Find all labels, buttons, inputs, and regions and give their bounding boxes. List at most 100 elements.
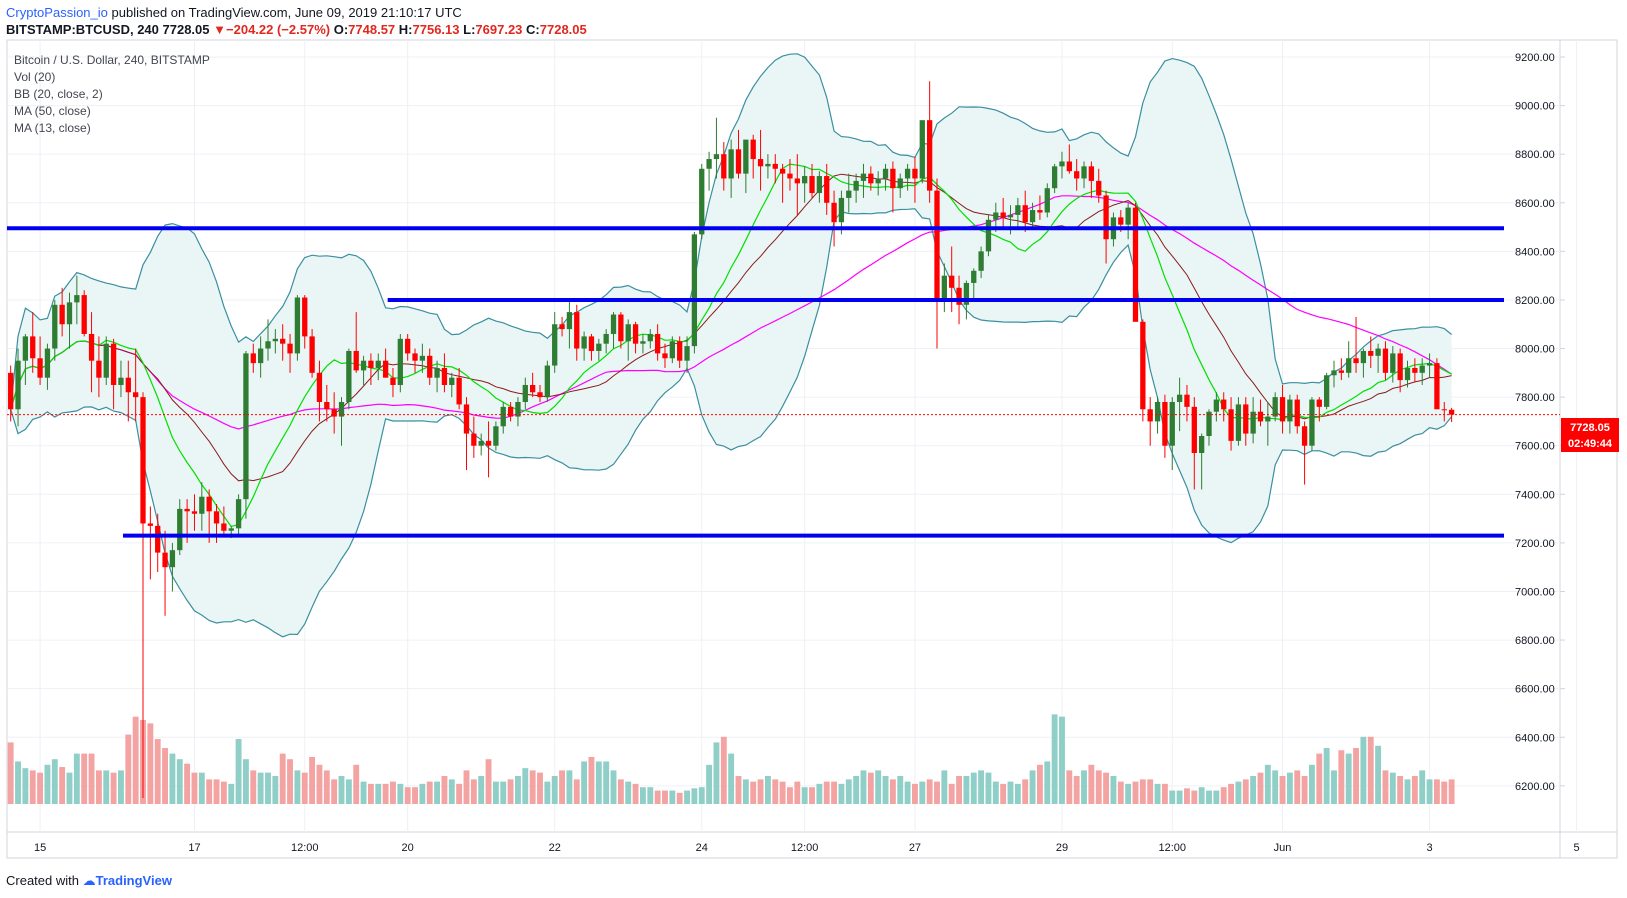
candle-body	[177, 508, 183, 551]
candle-body	[228, 528, 234, 531]
close-value: 7728.05	[539, 22, 587, 37]
candle-body	[1154, 401, 1161, 422]
candle-body	[206, 496, 212, 512]
volume-bar	[1044, 761, 1051, 804]
candle-body	[904, 168, 911, 179]
volume-bar	[1014, 783, 1021, 804]
y-tick-label: 8400.00	[1515, 246, 1555, 258]
volume-bar	[1367, 736, 1374, 804]
candle-body	[934, 190, 940, 300]
candle-body	[37, 358, 43, 378]
low-label: L:	[463, 22, 476, 37]
candle-body	[1044, 188, 1050, 213]
volume-bar	[412, 787, 418, 804]
high-value: 7756.13	[412, 22, 460, 37]
candle-body	[1228, 409, 1234, 441]
volume-bar	[1000, 783, 1007, 804]
volume-bar	[1081, 770, 1087, 804]
candle-body	[375, 360, 381, 368]
created-with: Created with	[6, 873, 79, 888]
volume-bar	[970, 772, 977, 804]
volume-bar	[867, 772, 874, 804]
candle-body	[735, 149, 742, 174]
volume-bar	[750, 781, 757, 804]
x-tick-label: 12:00	[291, 842, 319, 854]
candle-body	[1191, 406, 1197, 454]
y-tick-label: 7800.00	[1515, 392, 1555, 404]
volume-bar	[985, 772, 992, 804]
y-tick-label: 7600.00	[1515, 441, 1555, 453]
volume-bar	[44, 764, 51, 804]
volume-bar	[345, 779, 352, 804]
volume-bar	[1213, 790, 1220, 804]
author-name[interactable]: CryptoPassion_io	[6, 5, 108, 20]
price-axis[interactable]: 6200.00 6400.00 6600.00 6800.00 7000.00 7200.…	[1515, 52, 1565, 793]
down-arrow-icon: ▼	[213, 22, 227, 37]
candle-body	[640, 341, 646, 344]
x-tick-label: Jun	[1274, 842, 1292, 854]
volume-bar	[551, 776, 558, 804]
candle-body	[316, 372, 323, 402]
volume-bar	[617, 779, 624, 804]
candle-body	[1426, 363, 1433, 366]
candle-body	[1015, 205, 1021, 215]
volume-bar	[507, 779, 514, 804]
candle-body	[1132, 207, 1139, 322]
candle-body	[566, 312, 573, 330]
candle-body	[1323, 375, 1330, 407]
candle-body	[478, 440, 484, 446]
candle-body	[88, 333, 95, 361]
volume-bar	[37, 772, 44, 804]
candle-body	[287, 343, 293, 354]
candle-body	[96, 360, 102, 378]
volume-bar	[59, 767, 66, 804]
volume-bar	[1132, 781, 1139, 804]
volume-bar	[235, 739, 242, 804]
volume-bar	[684, 790, 690, 804]
volume-bar	[147, 723, 154, 804]
candle-body	[155, 525, 161, 553]
volume-bar	[1441, 781, 1448, 804]
candle-body	[1434, 363, 1440, 410]
candle-body	[838, 197, 845, 223]
candle-body	[1051, 166, 1058, 189]
y-tick-label: 8000.00	[1515, 344, 1555, 356]
volume-bar	[1154, 783, 1161, 804]
volume-bar	[1103, 772, 1110, 804]
volume-bar	[1433, 779, 1440, 804]
volume-bar	[331, 779, 338, 804]
candle-body	[22, 336, 29, 361]
candle-body	[133, 392, 139, 398]
x-tick-label: 24	[696, 842, 708, 854]
candle-body	[1404, 367, 1411, 381]
volume-bar	[279, 753, 286, 804]
volume-bar	[463, 770, 470, 804]
candle-body	[743, 139, 749, 174]
x-tick-label: 22	[549, 842, 561, 854]
y-tick-label: 6600.00	[1515, 684, 1555, 696]
volume-bar	[287, 759, 293, 804]
candle-body	[213, 511, 220, 524]
candle-body	[1331, 370, 1337, 376]
bb-basis-line	[10, 173, 1452, 482]
volume-bar	[309, 756, 316, 804]
volume-bar	[831, 781, 838, 804]
candle-body	[757, 159, 764, 167]
brand-name[interactable]: TradingView	[95, 873, 172, 888]
volume-bar	[103, 770, 110, 804]
volume-bar	[125, 734, 132, 804]
volume-bar	[15, 761, 21, 804]
support-resistance-lines[interactable]	[7, 226, 1560, 538]
candle-body	[1279, 397, 1286, 422]
volume-bar	[478, 776, 485, 804]
volume-bar	[448, 779, 455, 804]
candle-body	[588, 336, 595, 351]
candle-body	[574, 312, 580, 349]
candle-body	[824, 176, 830, 203]
y-tick-label: 9000.00	[1515, 101, 1555, 113]
volume-bar	[728, 753, 735, 804]
volume-bar	[51, 759, 58, 804]
candle-body	[1368, 350, 1374, 356]
time-axis[interactable]: 151712:0020222412:00272912:00Jun35712:00…	[34, 842, 1627, 854]
